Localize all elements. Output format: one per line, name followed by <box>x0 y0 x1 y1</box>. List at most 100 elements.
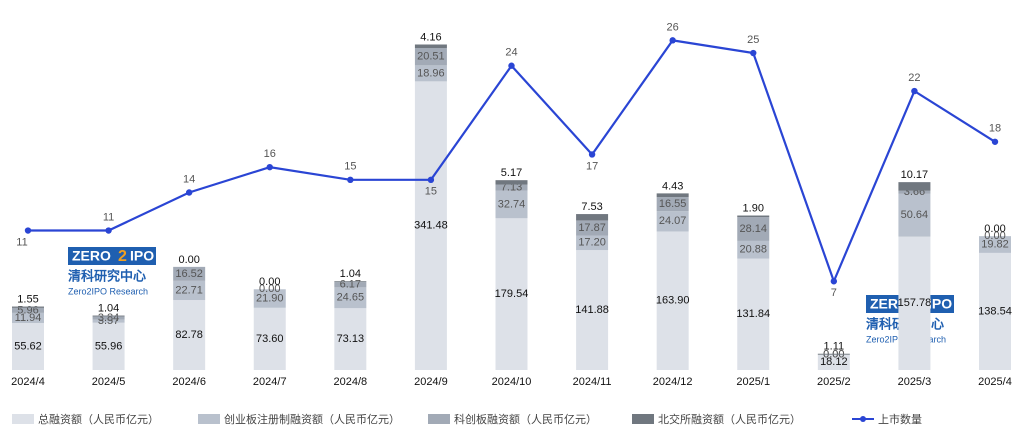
logo-text: IPO <box>928 296 952 312</box>
data-label: 0.00 <box>984 223 1005 235</box>
bar-segment <box>334 281 367 283</box>
x-tick-label: 2024/8 <box>334 376 368 388</box>
bar-segment <box>576 250 609 370</box>
data-label: 55.62 <box>14 340 42 352</box>
x-tick-label: 2024/7 <box>253 376 287 388</box>
bar-segment <box>495 184 528 191</box>
bar-segment <box>12 307 44 313</box>
data-label: 32.74 <box>498 198 526 210</box>
data-label: 1.04 <box>340 268 361 280</box>
bar-segment <box>898 182 931 191</box>
data-label: 179.54 <box>495 288 529 300</box>
x-tick-label: 2025/2 <box>817 376 851 388</box>
bar-segment <box>898 236 931 370</box>
data-label: 5.96 <box>17 304 38 316</box>
data-label: 3.84 <box>98 312 119 324</box>
data-label: 21.90 <box>256 292 284 304</box>
legend-label: 创业板注册制融资额（人民币亿元） <box>224 412 400 426</box>
data-label: 141.88 <box>575 304 609 316</box>
data-label: 138.54 <box>978 305 1012 317</box>
data-label: 341.48 <box>414 220 448 232</box>
bar-segment <box>92 316 125 320</box>
data-label: 24.65 <box>337 292 365 304</box>
bar-segment <box>414 44 447 49</box>
data-label: 7.53 <box>581 201 602 213</box>
data-label: 24.07 <box>659 215 687 227</box>
bar-segment <box>495 180 528 185</box>
bar-segment <box>737 215 770 218</box>
line-label: 18 <box>989 123 1001 135</box>
data-label: 11.94 <box>15 312 42 324</box>
data-label: 0.00 <box>259 283 280 295</box>
bar-segment <box>495 190 528 219</box>
bar-segment <box>173 280 206 301</box>
bar-segment <box>92 315 125 317</box>
logo-en: Zero2IPO Research <box>68 286 148 296</box>
data-label: 6.17 <box>340 279 361 291</box>
data-label: 1.04 <box>98 302 119 314</box>
bar-segment <box>173 266 206 281</box>
x-tick-label: 2024/10 <box>492 376 532 388</box>
line-label: 15 <box>425 186 437 198</box>
bar-segment <box>334 308 367 370</box>
bar-segment <box>817 354 850 370</box>
bar-segment <box>656 193 689 198</box>
data-label: 19.82 <box>981 238 1009 250</box>
line-label: 16 <box>264 148 276 160</box>
line-label: 14 <box>183 173 195 185</box>
data-label: 16.55 <box>659 198 687 210</box>
line-point <box>991 138 999 145</box>
logo-text: ZERO <box>72 248 111 264</box>
bar-segment <box>898 190 931 194</box>
x-tick-label: 2024/4 <box>11 376 45 388</box>
bar-segment <box>495 218 528 370</box>
data-label: 5.17 <box>501 167 522 179</box>
line-point <box>669 37 676 44</box>
data-label: 18.12 <box>820 356 848 368</box>
bar-segment <box>334 287 367 309</box>
line-label: 11 <box>16 236 27 248</box>
data-label: 163.90 <box>656 295 690 307</box>
bar-segment <box>173 300 206 370</box>
watermark: ZERO 2 IPO 清科研究中心 Zero2IPO Research <box>68 247 156 296</box>
data-label: 0.00 <box>259 276 280 288</box>
x-tick-label: 2024/5 <box>92 376 126 388</box>
data-label: 73.60 <box>256 333 284 345</box>
legend-label: 总融资额（人民币亿元） <box>38 412 159 426</box>
line-point <box>185 189 193 196</box>
line-point <box>347 176 354 184</box>
data-label: 1.55 <box>17 293 38 305</box>
line-point <box>911 87 918 95</box>
bar-segment <box>656 211 689 232</box>
legend-item: 科创板融资额（人民币亿元） <box>428 412 597 426</box>
legend-label: 上市数量 <box>878 412 922 426</box>
x-tick-label: 2025/1 <box>736 376 770 388</box>
bar-segment <box>253 289 286 308</box>
bar-segment <box>12 312 44 323</box>
x-tick-label: 2024/12 <box>653 376 693 388</box>
data-label: 157.78 <box>898 297 932 309</box>
bar-segment <box>898 193 931 237</box>
legend-swatch <box>860 416 866 422</box>
logo-text: IPO <box>130 248 154 264</box>
x-tick-label: 2024/11 <box>573 376 612 388</box>
line-point <box>266 163 273 171</box>
bar-segment <box>656 197 689 212</box>
data-label: 22.71 <box>175 284 203 296</box>
line-point <box>830 278 838 285</box>
line-point <box>508 62 515 69</box>
x-tick-label: 2024/6 <box>172 376 206 388</box>
bar-segment <box>656 231 689 370</box>
bar-segment <box>576 235 609 251</box>
data-label: 17.20 <box>578 237 606 249</box>
logo-box <box>68 247 156 265</box>
data-label: 1.90 <box>743 202 764 214</box>
bar-segment <box>334 282 367 288</box>
bar-segment <box>979 236 1011 253</box>
logo-text: 2 <box>118 248 127 265</box>
data-label: 10.17 <box>901 169 929 181</box>
x-tick-label: 2024/9 <box>414 376 448 388</box>
data-label: 17.87 <box>578 222 606 234</box>
line-label: 15 <box>344 161 356 173</box>
